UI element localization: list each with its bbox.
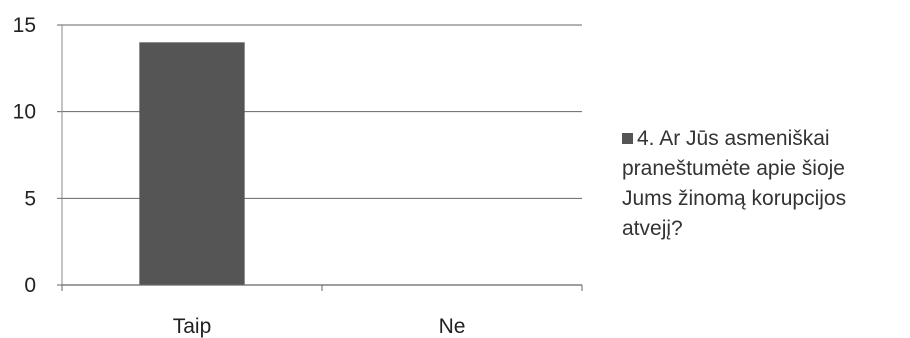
legend-label-line-3: Jums žinomą korupcijos [622, 187, 847, 210]
bars [139, 42, 245, 286]
y-tick-label: 10 [13, 101, 36, 124]
y-axis-ticks: 0 5 10 15 [13, 14, 62, 297]
x-tick-label: Ne [439, 315, 466, 338]
legend-label-line-1: 4. Ar Jūs asmeniškai [637, 127, 830, 150]
legend: 4. Ar Jūs asmeniškai praneštumėte apie š… [622, 124, 902, 244]
legend-label-line-2: praneštumėte apie šioje [622, 157, 845, 180]
y-tick-label: 5 [24, 187, 36, 210]
bar-taip [139, 42, 245, 286]
y-tick-label: 0 [24, 274, 36, 297]
legend-entry-line: 4. Ar Jūs asmeniškai [622, 124, 902, 154]
x-axis-ticks: Taip Ne [173, 315, 466, 338]
y-tick-label: 15 [13, 14, 36, 37]
x-axis [61, 25, 583, 291]
legend-label-line-4: atvejį? [622, 217, 683, 240]
x-tick-label: Taip [173, 315, 212, 338]
legend-swatch [622, 133, 633, 144]
